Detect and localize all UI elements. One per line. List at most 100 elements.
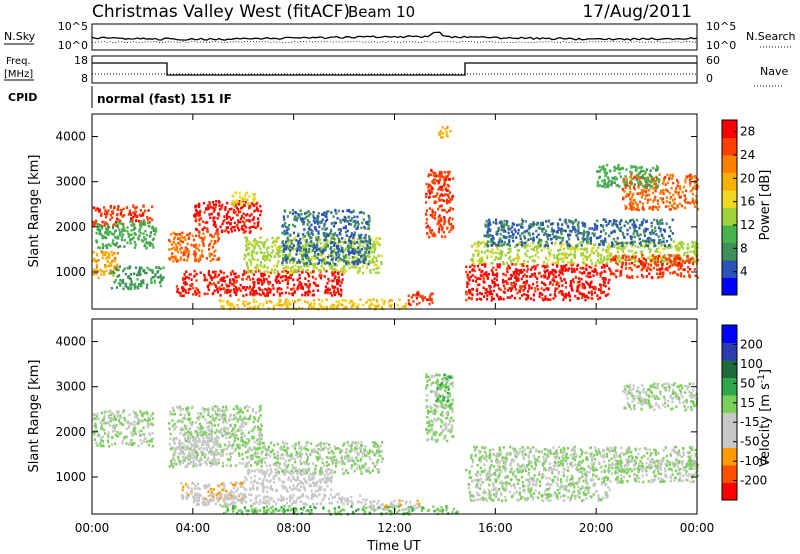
power-cell xyxy=(561,269,564,272)
power-cell xyxy=(146,266,149,270)
power-cell xyxy=(645,269,648,272)
power-cell xyxy=(515,236,518,239)
power-cell xyxy=(427,174,430,178)
power-cell xyxy=(289,274,292,277)
power-cell xyxy=(113,257,116,260)
power-cell xyxy=(155,266,158,269)
power-cell xyxy=(694,175,697,179)
power-cell xyxy=(523,236,527,240)
power-cell xyxy=(489,290,492,293)
power-cell xyxy=(547,272,551,276)
power-cell xyxy=(220,207,223,210)
power-cell xyxy=(654,195,657,199)
power-cell xyxy=(525,280,528,284)
power-cell xyxy=(652,241,655,245)
power-cell xyxy=(292,243,295,246)
power-cell xyxy=(592,251,595,255)
power-cell xyxy=(640,195,643,199)
power-cell xyxy=(581,282,584,286)
power-cell xyxy=(605,173,608,176)
power-cell xyxy=(637,245,640,249)
power-cell xyxy=(119,221,122,225)
power-cell xyxy=(360,257,364,260)
power-cell xyxy=(349,243,352,246)
power-cell xyxy=(302,251,305,255)
power-cell xyxy=(605,183,608,186)
power-cell xyxy=(558,218,562,221)
power-cell xyxy=(499,257,502,261)
power-cell xyxy=(583,237,586,241)
power-cell xyxy=(532,232,535,236)
power-cell xyxy=(262,245,266,249)
power-cell xyxy=(607,247,610,251)
power-cell xyxy=(299,249,302,252)
power-cell xyxy=(250,263,253,266)
power-cell xyxy=(441,235,444,238)
power-cell xyxy=(256,258,259,262)
power-cell xyxy=(248,287,251,290)
power-cell xyxy=(342,258,345,262)
power-cell xyxy=(562,229,565,232)
power-cell xyxy=(446,201,449,205)
power-cell xyxy=(511,236,514,239)
power-cell xyxy=(661,275,664,279)
power-cell xyxy=(412,300,415,303)
power-cell xyxy=(245,248,248,252)
power-cell xyxy=(270,268,273,272)
power-cell xyxy=(319,253,322,257)
power-cell xyxy=(523,234,526,238)
power-cell xyxy=(670,261,673,264)
power-cell xyxy=(314,266,317,269)
power-cell xyxy=(388,299,391,302)
power-cell xyxy=(275,281,278,284)
velocity-heatmap xyxy=(92,373,700,516)
power-cell xyxy=(229,218,233,221)
power-cell xyxy=(230,230,234,233)
power-cell xyxy=(553,256,556,260)
power-cell xyxy=(693,205,696,208)
power-cell xyxy=(544,295,547,298)
power-cell xyxy=(642,202,645,205)
power-cell xyxy=(215,285,218,288)
power-cell xyxy=(480,250,483,254)
power-cell xyxy=(335,212,338,215)
power-cell xyxy=(209,216,212,220)
power-cell xyxy=(299,209,302,212)
power-cell xyxy=(316,243,319,247)
power-cell xyxy=(92,224,95,227)
power-cell xyxy=(576,287,579,290)
power-cell xyxy=(362,245,365,248)
power-cell xyxy=(466,281,469,284)
power-cell xyxy=(621,187,624,191)
power-cell xyxy=(337,228,340,231)
power-cell xyxy=(172,231,175,235)
power-cell xyxy=(256,208,259,211)
power-cell xyxy=(626,241,630,245)
cpid-label: CPID xyxy=(8,91,37,104)
power-cell xyxy=(624,258,627,261)
power-cell xyxy=(476,241,479,244)
power-cell xyxy=(650,181,653,184)
power-cell xyxy=(226,201,229,205)
power-cell xyxy=(201,253,204,256)
power-cell xyxy=(659,197,662,200)
power-cell xyxy=(339,257,342,260)
power-cell xyxy=(613,169,616,172)
power-cell xyxy=(495,268,498,272)
power-cell xyxy=(109,218,112,221)
power-cell xyxy=(98,225,101,228)
power-cell xyxy=(491,271,494,274)
power-cell xyxy=(425,192,428,196)
power-cell xyxy=(265,299,268,303)
power-cell xyxy=(666,173,669,177)
power-cell xyxy=(211,278,214,282)
power-cell xyxy=(476,254,480,257)
power-cell xyxy=(214,283,217,287)
power-cell xyxy=(473,264,476,268)
power-cell xyxy=(201,220,205,223)
power-cell xyxy=(438,172,441,176)
power-cell xyxy=(542,233,545,237)
power-cell xyxy=(617,227,620,231)
power-cell xyxy=(557,226,560,230)
power-cell xyxy=(633,220,636,224)
